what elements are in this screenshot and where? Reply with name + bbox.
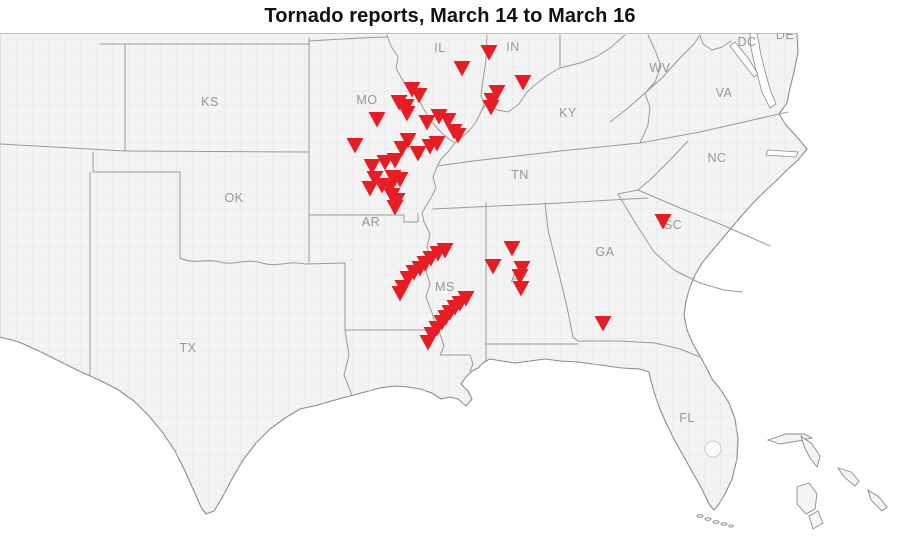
tornado-report-marker: [511, 269, 529, 285]
water-features: [704, 33, 799, 458]
chesapeake-bay: [749, 33, 777, 109]
tornado-report-marker: [439, 113, 457, 129]
chart-title: Tornado reports, March 14 to March 16: [264, 5, 636, 27]
tornado-report-marker: [393, 141, 411, 157]
state-label-ky: KY: [559, 106, 577, 120]
tornado-report-marker: [418, 115, 436, 131]
state-boundaries: [0, 34, 789, 397]
tornado-report-marker: [398, 106, 416, 122]
state-labels: KSMOILINKYWVVANCTNOKARSCGAALMSTXFLDCDE: [180, 33, 794, 425]
tornado-report-marker: [488, 85, 506, 101]
lake-okeechobee: [704, 440, 722, 458]
florida-keys: [712, 520, 720, 524]
tornado-report-markers: [346, 45, 672, 351]
islands: [696, 433, 888, 530]
tornado-report-marker: [503, 241, 521, 257]
andros-south-island: [808, 510, 824, 530]
tornado-report-marker: [376, 155, 394, 171]
tornado-report-marker: [386, 200, 404, 216]
state-label-ok: OK: [224, 191, 243, 205]
tornado-report-marker: [512, 281, 530, 297]
tornado-report-marker: [421, 139, 439, 155]
tornado-report-marker: [391, 286, 409, 302]
tornado-report-marker: [453, 61, 471, 77]
state-label-va: VA: [716, 86, 733, 100]
tornado-report-marker: [419, 335, 437, 351]
abaco-island: [800, 434, 821, 468]
florida-keys: [720, 522, 728, 526]
state-label-il: IL: [434, 41, 445, 55]
cat-island: [867, 488, 888, 512]
tornado-report-marker: [430, 109, 448, 125]
tornado-report-marker: [368, 112, 386, 128]
tornado-report-marker: [399, 271, 417, 287]
state-label-wv: WV: [649, 61, 670, 75]
tornado-report-marker: [390, 95, 408, 111]
state-label-tn: TN: [511, 168, 529, 182]
tornado-report-marker: [594, 316, 612, 332]
florida-keys: [704, 517, 712, 521]
chart-title-bar: Tornado reports, March 14 to March 16: [0, 0, 900, 33]
tornado-report-marker: [654, 214, 672, 230]
state-label-ar: AR: [362, 215, 380, 229]
tornado-report-marker: [514, 75, 532, 91]
tornado-report-marker: [381, 180, 399, 196]
tornado-report-marker: [429, 246, 447, 262]
state-label-mo: MO: [356, 93, 377, 107]
tornado-report-marker: [346, 138, 364, 154]
tornado-report-marker: [386, 153, 404, 169]
state-label-in: IN: [506, 40, 520, 54]
state-label-ga: GA: [595, 245, 614, 259]
andros-island: [796, 482, 818, 515]
florida-keys: [696, 514, 704, 518]
us-map: KSMOILINKYWVVANCTNOKARSCGAALMSTXFLDCDE: [0, 33, 888, 530]
state-label-dc: DC: [737, 35, 756, 49]
state-label-tx: TX: [180, 341, 197, 355]
tornado-report-marker: [409, 146, 427, 162]
eleuthera-island: [836, 467, 860, 487]
tornado-report-marker: [399, 133, 417, 149]
state-label-fl: FL: [679, 411, 695, 425]
florida-keys: [728, 524, 734, 528]
state-label-ms: MS: [435, 280, 455, 294]
tornado-report-marker: [482, 100, 500, 116]
state-label-sc: SC: [664, 218, 682, 232]
tornado-report-marker: [513, 261, 531, 277]
tornado-report-marker: [391, 172, 409, 188]
tornado-report-marker: [361, 181, 379, 197]
potomac-river: [729, 41, 759, 78]
tornado-report-marker: [480, 45, 498, 61]
tornado-report-marker: [410, 88, 428, 104]
pamlico-sound: [765, 149, 799, 158]
state-label-nc: NC: [707, 151, 726, 165]
state-label-ks: KS: [201, 95, 219, 109]
tornado-report-marker: [363, 159, 381, 175]
tornado-report-marker: [449, 128, 467, 144]
tornado-report-marker: [484, 259, 502, 275]
state-label-de: DE: [776, 33, 794, 42]
tornado-report-marker: [423, 327, 441, 343]
